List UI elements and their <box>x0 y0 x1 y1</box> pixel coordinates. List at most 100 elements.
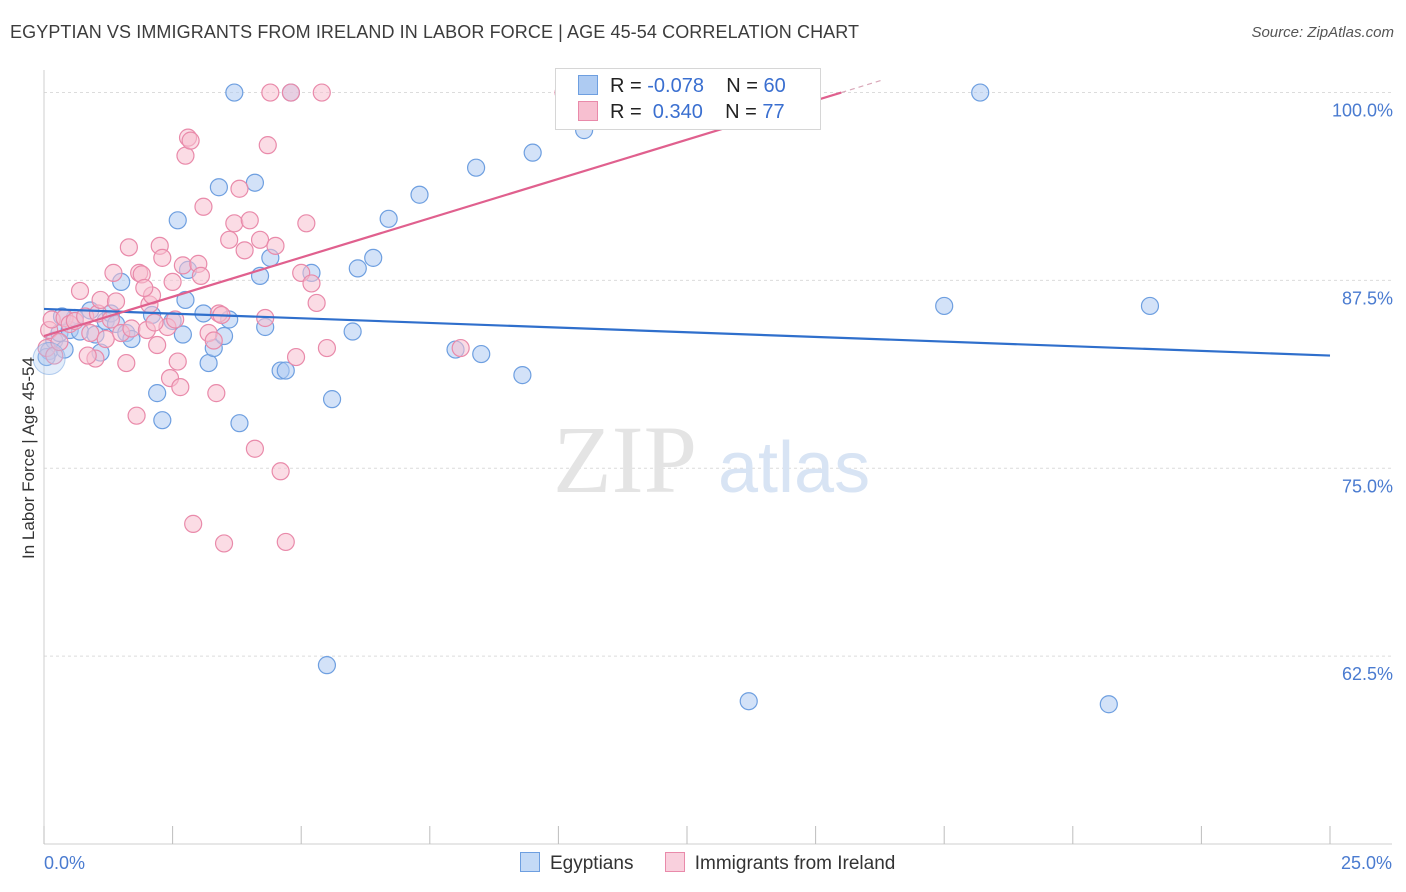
egyptian-point <box>1099 695 1118 714</box>
ireland-point <box>281 83 301 102</box>
egyptian-point <box>513 365 532 385</box>
axes <box>43 70 1392 845</box>
egyptian-point <box>935 296 954 316</box>
ireland-point <box>214 534 234 553</box>
ireland-point <box>286 347 306 367</box>
ireland-point <box>451 338 470 358</box>
ireland-point <box>307 293 326 313</box>
ireland-point <box>127 406 146 425</box>
egyptian-point <box>173 325 192 344</box>
tick-labels: 100.0% 87.5% 75.0% 62.5% 0.0% 25.0% <box>44 101 1393 873</box>
ireland-point <box>302 274 321 293</box>
egyptian-point <box>1140 296 1160 316</box>
egyptian-point <box>230 414 249 433</box>
series-legend: Egyptians Immigrants from Ireland <box>520 852 921 875</box>
ireland-point <box>204 331 223 350</box>
ireland-point <box>117 353 136 373</box>
watermark: ZIP atlas <box>553 406 870 513</box>
legend-n-value: 77 <box>762 101 785 123</box>
ireland-point <box>50 332 69 352</box>
ireland-point <box>163 272 182 292</box>
ireland-point <box>220 230 239 249</box>
legend-n-value: 60 <box>763 75 786 97</box>
ireland-point <box>145 313 164 332</box>
ireland-point <box>194 197 213 216</box>
egyptian-point <box>209 178 228 197</box>
ireland-point <box>153 248 172 267</box>
legend-r-value: 0.340 <box>647 101 703 123</box>
legend-item-ireland[interactable]: Immigrants from Ireland <box>664 852 896 875</box>
stats-legend: R = -0.078 N = 60 R = 0.340 N = 77 <box>555 68 821 130</box>
egyptian-point <box>168 211 187 230</box>
ireland-point <box>266 236 285 255</box>
egyptian-point <box>348 259 367 278</box>
ireland-point <box>207 384 226 403</box>
legend-item-egyptians[interactable]: Egyptians <box>520 852 633 875</box>
ireland-point <box>297 214 316 233</box>
ireland-point <box>166 310 185 329</box>
y-tick-label: 62.5% <box>1342 664 1393 684</box>
ireland-point <box>104 263 123 282</box>
ireland-point <box>70 281 90 301</box>
ireland-point <box>191 266 210 285</box>
x-tick-label: 25.0% <box>1341 853 1392 873</box>
legend-row-egyptians: R = -0.078 N = 60 <box>578 75 786 101</box>
ireland-point <box>119 238 138 257</box>
egyptian-point <box>148 384 167 403</box>
legend-r-label: R = <box>610 75 648 97</box>
ireland-point <box>312 83 331 102</box>
egyptian-point <box>343 322 362 341</box>
ireland-point <box>91 290 110 310</box>
ireland-point <box>106 292 126 311</box>
ireland-trend-line <box>43 91 842 338</box>
ireland-point <box>317 338 337 358</box>
ireland-point <box>250 230 270 249</box>
ireland-point <box>176 146 195 165</box>
ireland-point <box>184 514 203 533</box>
ireland-point <box>271 462 290 481</box>
egyptian-point <box>523 143 542 162</box>
data-points <box>32 83 1160 714</box>
egyptian-point <box>176 290 195 310</box>
ireland-point <box>258 136 277 155</box>
legend-swatch-pink <box>578 101 598 121</box>
ireland-point <box>235 241 254 260</box>
egyptian-point <box>739 692 758 711</box>
egyptian-point <box>317 656 337 675</box>
ireland-point <box>240 211 259 230</box>
watermark-zip: ZIP <box>553 406 697 513</box>
ireland-point <box>225 214 244 233</box>
ireland-point <box>122 319 141 338</box>
egyptian-point <box>153 411 172 430</box>
y-tick-label: 100.0% <box>1332 101 1393 121</box>
legend-n-label: N = <box>726 75 764 97</box>
watermark-atlas: atlas <box>718 428 870 508</box>
legend-row-ireland: R = 0.340 N = 77 <box>578 101 785 127</box>
egyptian-point <box>410 185 429 204</box>
ireland-point <box>148 335 167 355</box>
egyptian-point <box>322 390 342 409</box>
ireland-point <box>135 278 154 298</box>
ireland-point <box>81 323 100 343</box>
legend-swatch-pink <box>664 852 685 872</box>
egyptian-point <box>364 248 383 267</box>
trend-lines <box>43 79 1331 357</box>
egyptian-point <box>32 342 66 376</box>
egyptian-point <box>379 209 398 228</box>
x-tick-label: 0.0% <box>44 853 85 873</box>
egyptian-point <box>472 344 491 364</box>
legend-label-ireland: Immigrants from Ireland <box>694 853 896 874</box>
ireland-point <box>168 352 187 371</box>
ireland-point <box>245 439 265 458</box>
egyptian-point <box>245 173 265 192</box>
chart-source: Source: ZipAtlas.com <box>1251 24 1394 41</box>
egyptian-point <box>971 83 990 102</box>
legend-r-label: R = <box>610 101 648 123</box>
grid-lines <box>44 92 1392 657</box>
legend-r-value: -0.078 <box>647 75 704 97</box>
y-tick-label: 87.5% <box>1342 288 1393 308</box>
ireland-point <box>230 179 249 198</box>
ireland-point <box>173 256 192 275</box>
legend-n-label: N = <box>725 101 763 123</box>
